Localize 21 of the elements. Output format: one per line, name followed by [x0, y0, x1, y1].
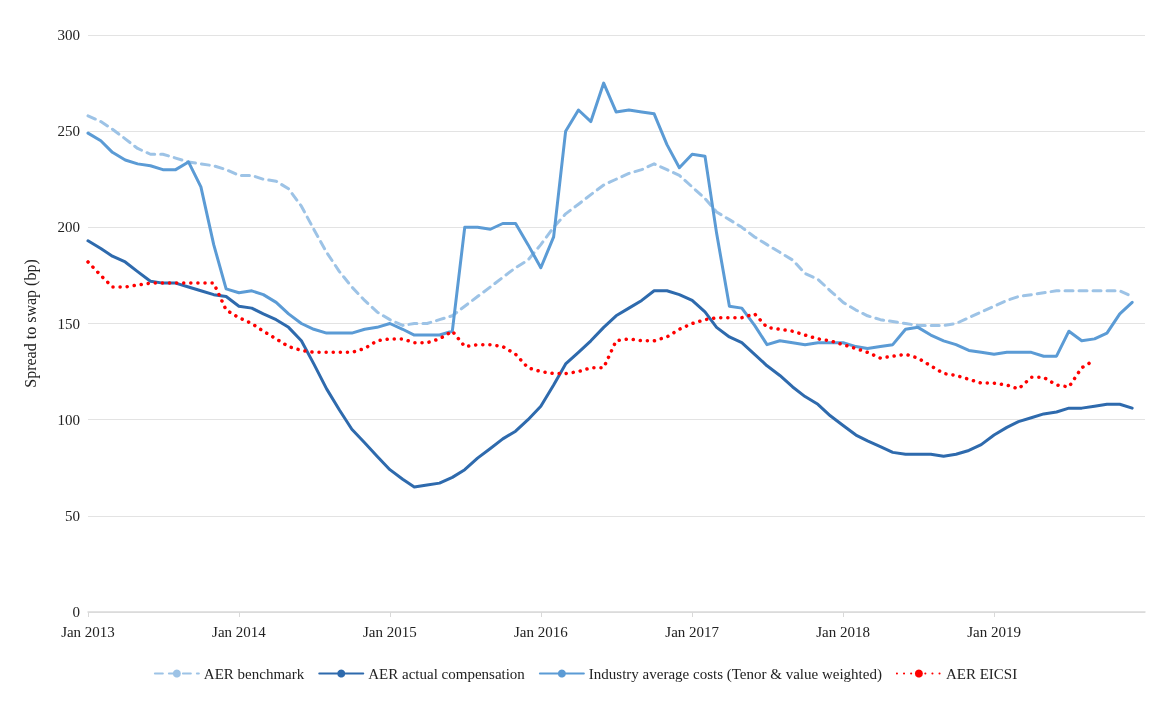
- y-tick-label: 250: [57, 123, 80, 140]
- legend-label: AER actual compensation: [368, 665, 526, 682]
- legend-label: Industry average costs (Tenor & value weighted): [588, 665, 882, 683]
- x-tick-label: Jan 2016: [513, 623, 569, 640]
- legend-label: AER benchmark: [203, 665, 305, 682]
- y-axis-title: Spread to swap (bp): [21, 259, 40, 388]
- y-tick-label: 100: [57, 411, 80, 428]
- legend-label: AER EICSI: [945, 665, 1018, 682]
- x-tick-label: Jan 2019: [967, 623, 1021, 640]
- y-tick-label: 150: [57, 315, 80, 332]
- x-tick-label: Jan 2017: [665, 623, 720, 640]
- y-tick-label: 50: [65, 507, 80, 524]
- line-series: [86, 81, 1134, 358]
- line-series: [86, 239, 1134, 489]
- x-tick-label: Jan 2013: [61, 623, 115, 640]
- x-tick-label: Jan 2015: [363, 623, 417, 640]
- y-tick-label: 0: [72, 604, 80, 620]
- y-tick-label: 200: [57, 219, 80, 236]
- y-tick-label: 300: [57, 27, 80, 43]
- x-tick-label: Jan 2018: [816, 623, 870, 640]
- x-tick-label: Jan 2014: [212, 623, 267, 640]
